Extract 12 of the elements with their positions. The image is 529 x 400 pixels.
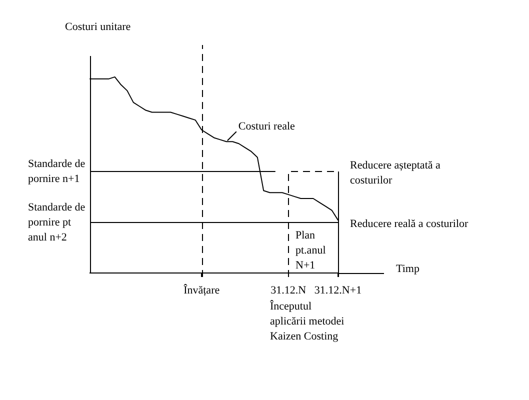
x-tick-label: 31.12.N+1 [314, 284, 362, 296]
text: Începutul aplicării metodei Kaizen Costing [270, 299, 344, 342]
ref-line-label: Standarde de pornire pt anul n+2 [28, 201, 86, 244]
x-tick-label: 31.12.N [270, 284, 306, 296]
x-axis-title: Timp [396, 262, 420, 275]
ref-line-label: Plan pt.anul N+1 [296, 229, 326, 272]
annotation: Reducere așteptată a costurilor [350, 159, 441, 186]
y-axis-title: Costuri unitare [65, 20, 131, 33]
ref-line-label: Standarde de pornire n+1 [28, 158, 86, 185]
series-label: Costuri reale [238, 120, 296, 133]
x-tick-label: Învățare [184, 283, 220, 296]
annotation: Reducere reală a costurilor [350, 218, 469, 230]
